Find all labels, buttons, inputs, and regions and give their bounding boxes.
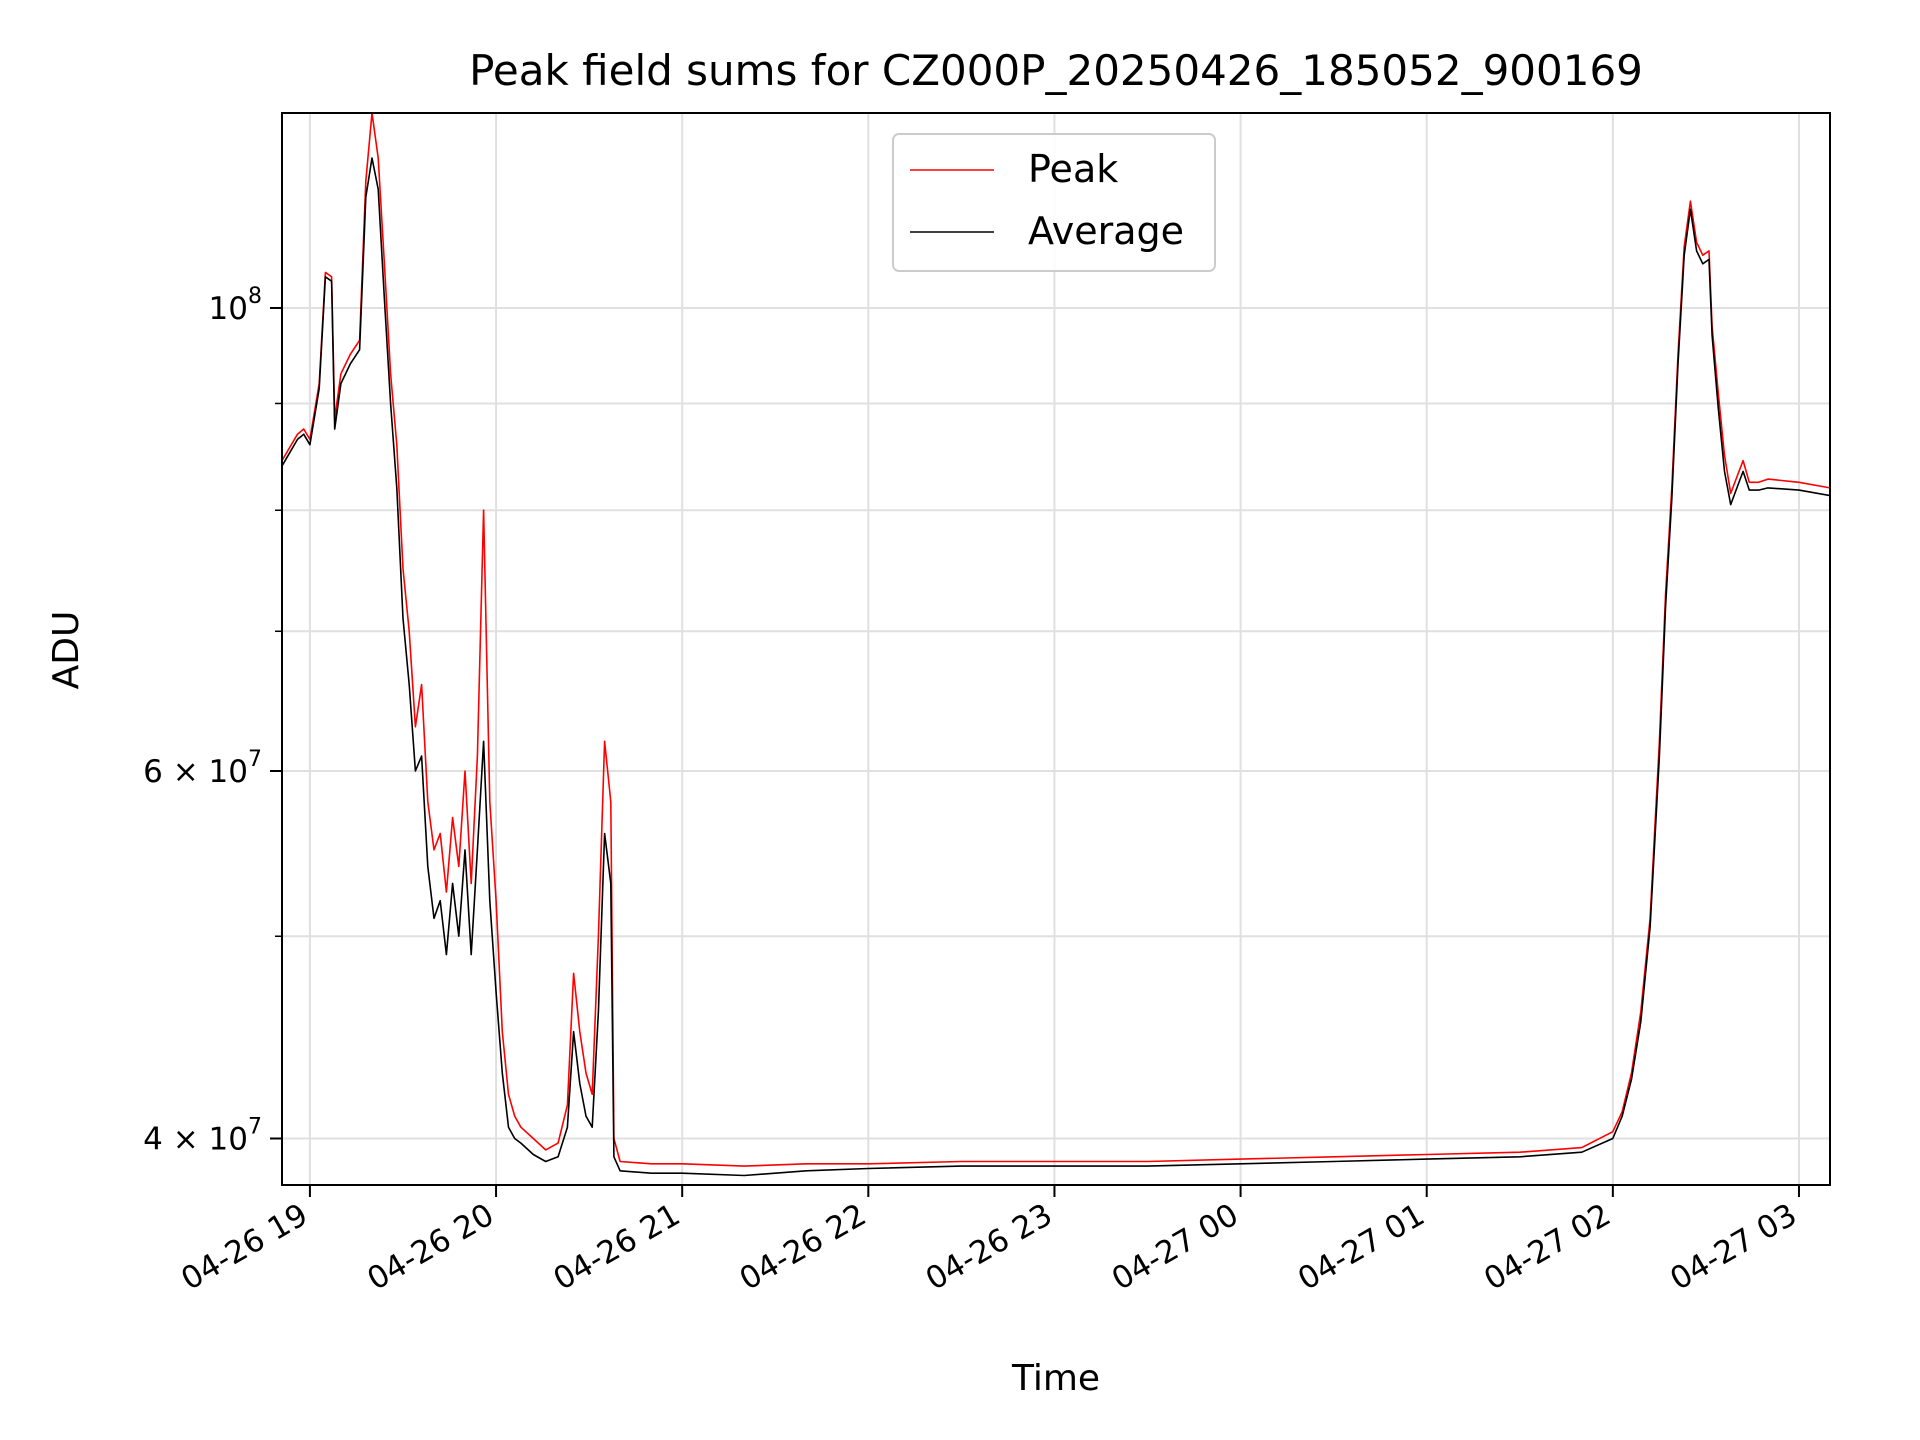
y-tick-label: 6 × 107 — [143, 747, 262, 790]
plot-area — [282, 113, 1830, 1177]
series-line-peak — [282, 113, 1830, 1167]
y-axis: 108 6 × 107 4 × 107 — [143, 284, 282, 1158]
y-axis-label: ADU — [46, 611, 87, 690]
y-tick-label: 108 — [209, 284, 262, 327]
legend: Peak Average — [892, 133, 1216, 272]
chart-title: Peak field sums for CZ000P_20250426_1850… — [469, 46, 1643, 95]
plot-frame — [281, 112, 1831, 1186]
x-axis-label: Time — [1011, 1358, 1100, 1399]
series-line-average — [282, 157, 1830, 1177]
grid — [282, 113, 1830, 1185]
y-tick-label: 4 × 107 — [143, 1115, 262, 1158]
legend-label-peak: Peak — [1028, 147, 1118, 191]
legend-box — [892, 133, 1216, 272]
legend-label-average: Average — [1028, 209, 1184, 253]
